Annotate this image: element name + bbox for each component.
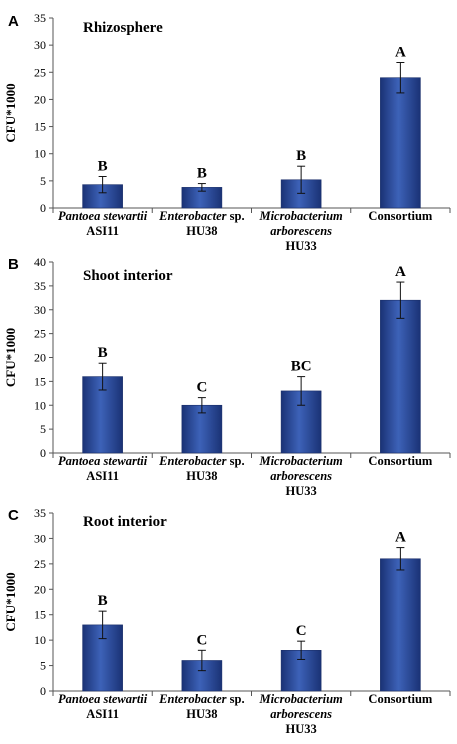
- category-label-line: HU38: [186, 469, 217, 483]
- panel-label: A: [8, 13, 19, 30]
- significance-letter: C: [296, 623, 307, 639]
- significance-letter: B: [197, 166, 207, 182]
- significance-letter: B: [98, 345, 108, 361]
- category-label-line: Microbacterium: [258, 692, 343, 706]
- y-tick-label: 0: [40, 684, 46, 698]
- bar: [380, 299, 421, 454]
- y-tick-label: 30: [34, 303, 46, 317]
- category-label-line: HU38: [186, 224, 217, 238]
- y-tick-label: 10: [34, 147, 46, 161]
- significance-letter: A: [395, 264, 406, 280]
- significance-letter: C: [196, 380, 207, 396]
- x-category-label: Enterobacter sp.HU38: [158, 692, 244, 721]
- chart-title: Rhizosphere: [83, 20, 163, 36]
- y-tick-label: 10: [34, 398, 46, 412]
- category-label-italic: Enterobacter: [158, 209, 226, 223]
- significance-letter: C: [196, 632, 207, 648]
- bar: [380, 77, 421, 209]
- y-tick-label: 20: [34, 582, 46, 596]
- category-label-line: Pantoea stewartii: [58, 209, 148, 223]
- y-tick-label: 40: [34, 255, 46, 269]
- category-label-line: ASI11: [86, 707, 119, 721]
- category-label-plain: sp.: [227, 454, 245, 468]
- y-tick-label: 35: [34, 506, 46, 520]
- y-tick-label: 20: [34, 92, 46, 106]
- y-tick-label: 10: [34, 633, 46, 647]
- x-category-label: Consortium: [368, 454, 432, 468]
- y-tick-label: 0: [40, 201, 46, 215]
- category-label-italic: Enterobacter: [158, 692, 226, 706]
- y-tick-label: 25: [34, 65, 46, 79]
- category-label-plain: sp.: [227, 209, 245, 223]
- y-tick-label: 20: [34, 351, 46, 365]
- category-label-line: HU33: [286, 239, 317, 253]
- category-label-line: Microbacterium: [258, 209, 343, 223]
- y-tick-label: 35: [34, 279, 46, 293]
- category-label-line: Pantoea stewartii: [58, 692, 148, 706]
- significance-letter: B: [98, 159, 108, 175]
- category-label-line: Enterobacter sp.: [158, 692, 244, 706]
- y-tick-label: 0: [40, 446, 46, 460]
- y-tick-label: 25: [34, 557, 46, 571]
- category-label-line: ASI11: [86, 469, 119, 483]
- category-label-line: Microbacterium: [258, 454, 343, 468]
- category-label-line: Consortium: [368, 454, 432, 468]
- category-label-plain: sp.: [227, 692, 245, 706]
- y-tick-label: 30: [34, 531, 46, 545]
- category-label-line: HU33: [286, 722, 317, 736]
- y-tick-label: 15: [34, 120, 46, 134]
- significance-letter: A: [395, 530, 406, 546]
- chart-panel-b: B Shoot interior CFU*1000 0 5 10 15 20 25 30 35 40 B…: [3, 255, 451, 498]
- significance-letter: BC: [291, 359, 312, 375]
- y-tick-label: 15: [34, 374, 46, 388]
- category-label-italic: Enterobacter: [158, 454, 226, 468]
- category-label-line: arborescens: [270, 224, 332, 238]
- y-tick-label: 5: [40, 659, 46, 673]
- chart-title: Root interior: [83, 514, 167, 530]
- x-category-label: Enterobacter sp.HU38: [158, 454, 244, 483]
- x-category-label: Enterobacter sp.HU38: [158, 209, 244, 238]
- x-category-label: Consortium: [368, 209, 432, 223]
- y-tick-label: 15: [34, 608, 46, 622]
- y-tick-label: 5: [40, 422, 46, 436]
- category-label-line: Consortium: [368, 209, 432, 223]
- category-label-line: arborescens: [270, 469, 332, 483]
- significance-letter: B: [296, 148, 306, 164]
- y-tick-label: 30: [34, 38, 46, 52]
- category-label-line: Pantoea stewartii: [58, 454, 148, 468]
- panel-label: C: [8, 507, 19, 524]
- category-label-line: HU33: [286, 484, 317, 498]
- y-tick-label: 5: [40, 174, 46, 188]
- category-label-line: HU38: [186, 707, 217, 721]
- y-axis-label: CFU*1000: [3, 572, 18, 631]
- category-label-line: Consortium: [368, 692, 432, 706]
- x-category-label: Consortium: [368, 692, 432, 706]
- chart-panel-a: A Rhizosphere CFU*1000 0 5 10 15 20 25 30 35 B Panto…: [3, 11, 451, 253]
- chart-title: Shoot interior: [83, 268, 173, 284]
- category-label-line: arborescens: [270, 707, 332, 721]
- significance-letter: B: [98, 593, 108, 609]
- y-tick-label: 35: [34, 11, 46, 25]
- panel-label: B: [8, 256, 19, 273]
- y-tick-label: 25: [34, 327, 46, 341]
- category-label-line: Enterobacter sp.: [158, 454, 244, 468]
- y-axis-label: CFU*1000: [3, 328, 18, 387]
- category-label-line: ASI11: [86, 224, 119, 238]
- y-axis-label: CFU*1000: [3, 83, 18, 142]
- chart-panel-c: C Root interior CFU*1000 0 5 10 15 20 25 30 35 B Pan…: [3, 506, 451, 736]
- significance-letter: A: [395, 45, 406, 61]
- category-label-line: Enterobacter sp.: [158, 209, 244, 223]
- bar: [380, 558, 421, 692]
